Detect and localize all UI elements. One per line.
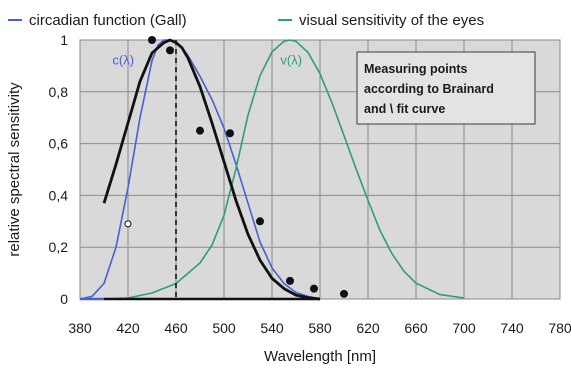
y-tick-label: 0,6: [49, 136, 69, 152]
x-axis-title: Wavelength [nm]: [264, 348, 376, 365]
measuring-point: [166, 46, 174, 55]
legend-label: circadian function (Gall): [29, 12, 187, 29]
measuring-point: [226, 129, 234, 138]
annotation-box: Measuring points according to Brainard and…: [356, 51, 536, 125]
x-tick-label: 420: [116, 320, 140, 336]
x-tick-label: 580: [308, 320, 332, 336]
annotation-line: and \ fit curve: [364, 102, 445, 116]
series-line-1: [103, 39, 465, 300]
x-tick-label: 460: [164, 320, 188, 336]
y-tick-labels: 0 0,2 0,4 0,6 0,8 1: [49, 32, 69, 307]
y-tick-label: 1: [60, 32, 68, 48]
y-tick-label: 0,4: [49, 187, 69, 203]
x-tick-label: 540: [260, 320, 284, 336]
x-tick-label: 380: [68, 320, 92, 336]
x-tick-label: 780: [548, 320, 571, 336]
series-group: [79, 38, 465, 301]
measuring-point: [310, 284, 318, 293]
measuring-point: [196, 126, 204, 135]
x-tick-label: 660: [404, 320, 428, 336]
curve-label: c(λ): [112, 53, 134, 68]
legend-label: visual sensitivity of the eyes: [299, 12, 484, 29]
annotation-box-frame: [356, 51, 536, 125]
curve-label: v(λ): [280, 53, 302, 68]
y-tick-label: 0,2: [49, 239, 69, 255]
x-tick-labels: 380 420 460 500 540 580 620 660 700 740 780: [68, 320, 571, 336]
measuring-point: [256, 217, 264, 226]
measuring-point: [286, 276, 294, 285]
x-tick-label: 500: [212, 320, 236, 336]
annotation-line: Measuring points: [364, 62, 468, 76]
legend: circadian function (Gall) visual sensitiv…: [8, 12, 484, 29]
y-axis-title: relative spectral sensitivity: [6, 82, 23, 257]
measuring-point-open: [124, 220, 132, 228]
series-line-2: [102, 38, 321, 301]
measuring-point: [340, 289, 348, 298]
annotation-line: according to Brainard: [364, 82, 494, 96]
measuring-point: [148, 36, 156, 44]
y-tick-label: 0: [60, 291, 68, 307]
x-tick-label: 700: [452, 320, 476, 336]
x-tick-label: 740: [500, 320, 524, 336]
y-tick-label: 0,8: [49, 84, 69, 100]
measuring-points: [124, 36, 348, 298]
x-tick-label: 620: [356, 320, 380, 336]
